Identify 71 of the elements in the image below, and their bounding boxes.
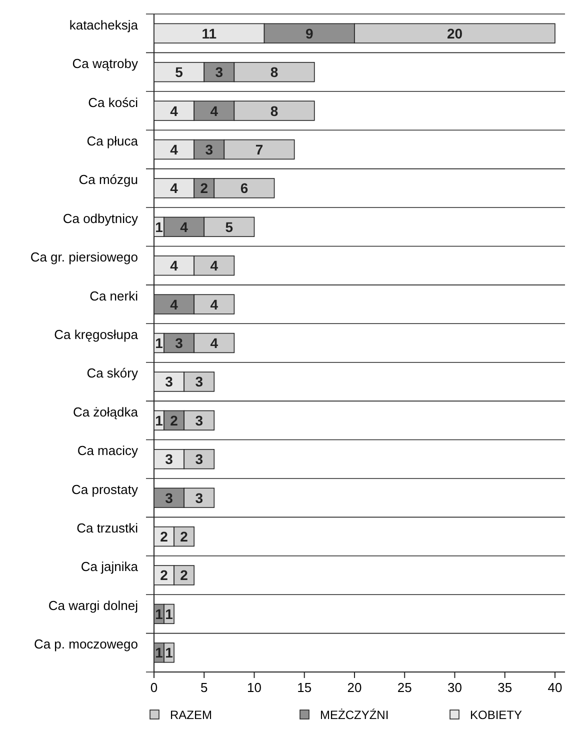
data-label: 1 [165, 644, 174, 661]
y-tick-label: Ca wargi dolnej [48, 598, 138, 613]
data-label: 9 [305, 25, 314, 42]
legend-label: RAZEM [170, 708, 212, 722]
data-label: 2 [160, 528, 168, 545]
data-label: 1 [165, 606, 174, 622]
data-label: 4 [170, 296, 178, 312]
data-label: 2 [200, 180, 208, 196]
y-tick-label: Ca macicy [77, 443, 138, 458]
y-tick-label: Ca odbytnicy [62, 210, 138, 226]
x-tick-label: 40 [548, 680, 562, 695]
data-label: 2 [180, 528, 188, 545]
y-tick-label: Ca wątroby [72, 56, 138, 72]
data-label: 3 [205, 141, 214, 158]
data-label: 4 [180, 218, 188, 235]
data-label: 11 [202, 25, 217, 42]
data-label: 2 [160, 567, 168, 584]
x-tick-label: 25 [397, 680, 412, 695]
y-tick-label: Ca płuca [86, 133, 139, 148]
legend-label: KOBIETY [470, 708, 522, 722]
legend-label: MEŻCZYŹNI [320, 708, 389, 722]
y-tick-label: Ca kości [88, 94, 138, 110]
data-label: 1 [155, 218, 164, 235]
data-label: 5 [225, 218, 234, 235]
data-label: 4 [170, 180, 178, 196]
data-label: 20 [446, 25, 463, 42]
data-label: 3 [175, 335, 184, 351]
x-tick-label: 35 [498, 680, 512, 695]
data-label: 4 [170, 141, 178, 158]
y-tick-label: Ca nerki [90, 288, 138, 304]
data-label: 5 [175, 64, 184, 80]
data-label: 3 [215, 64, 224, 80]
y-tick-label: Ca prostaty [72, 482, 138, 497]
data-label: 4 [170, 102, 178, 119]
data-label: 3 [195, 451, 204, 468]
y-tick-label: Ca żołądka [72, 404, 139, 420]
data-label: 2 [180, 567, 188, 584]
x-tick-label: 0 [150, 680, 158, 695]
x-tick-label: 30 [447, 680, 462, 695]
data-label: 3 [165, 374, 174, 390]
y-tick-label: Ca jajnika [80, 559, 139, 574]
y-tick-label: Ca mózgu [78, 172, 138, 188]
data-label: 8 [270, 64, 278, 80]
data-label: 4 [210, 102, 218, 119]
data-label: 3 [195, 374, 204, 390]
x-tick-label: 10 [247, 680, 262, 695]
y-tick-label: Ca kręgosłupa [54, 327, 139, 342]
data-label: 4 [210, 335, 218, 351]
data-label: 4 [170, 258, 178, 274]
data-label: 6 [240, 180, 248, 196]
data-label: 1 [155, 335, 164, 351]
data-label: 4 [210, 258, 218, 274]
data-label: 8 [270, 102, 278, 119]
x-tick-label: 5 [200, 680, 208, 695]
data-label: 3 [195, 412, 204, 428]
data-label: 1 [155, 644, 164, 661]
y-tick-label: katacheksja [69, 17, 139, 32]
data-label: 3 [165, 451, 174, 468]
data-label: 1 [155, 412, 164, 428]
y-tick-label: Ca p. moczowego [34, 636, 138, 652]
data-label: 4 [210, 296, 218, 312]
x-tick-label: 20 [347, 680, 362, 695]
y-tick-label: Ca trzustki [76, 520, 138, 536]
x-tick-label: 15 [297, 680, 312, 695]
data-label: 3 [195, 490, 204, 506]
data-label: 2 [170, 412, 178, 428]
y-tick-label: Ca gr. piersiowego [30, 250, 138, 265]
y-tick-label: Ca skóry [86, 366, 138, 381]
data-label: 3 [165, 490, 174, 506]
data-label: 7 [255, 141, 264, 158]
data-label: 1 [155, 606, 164, 622]
